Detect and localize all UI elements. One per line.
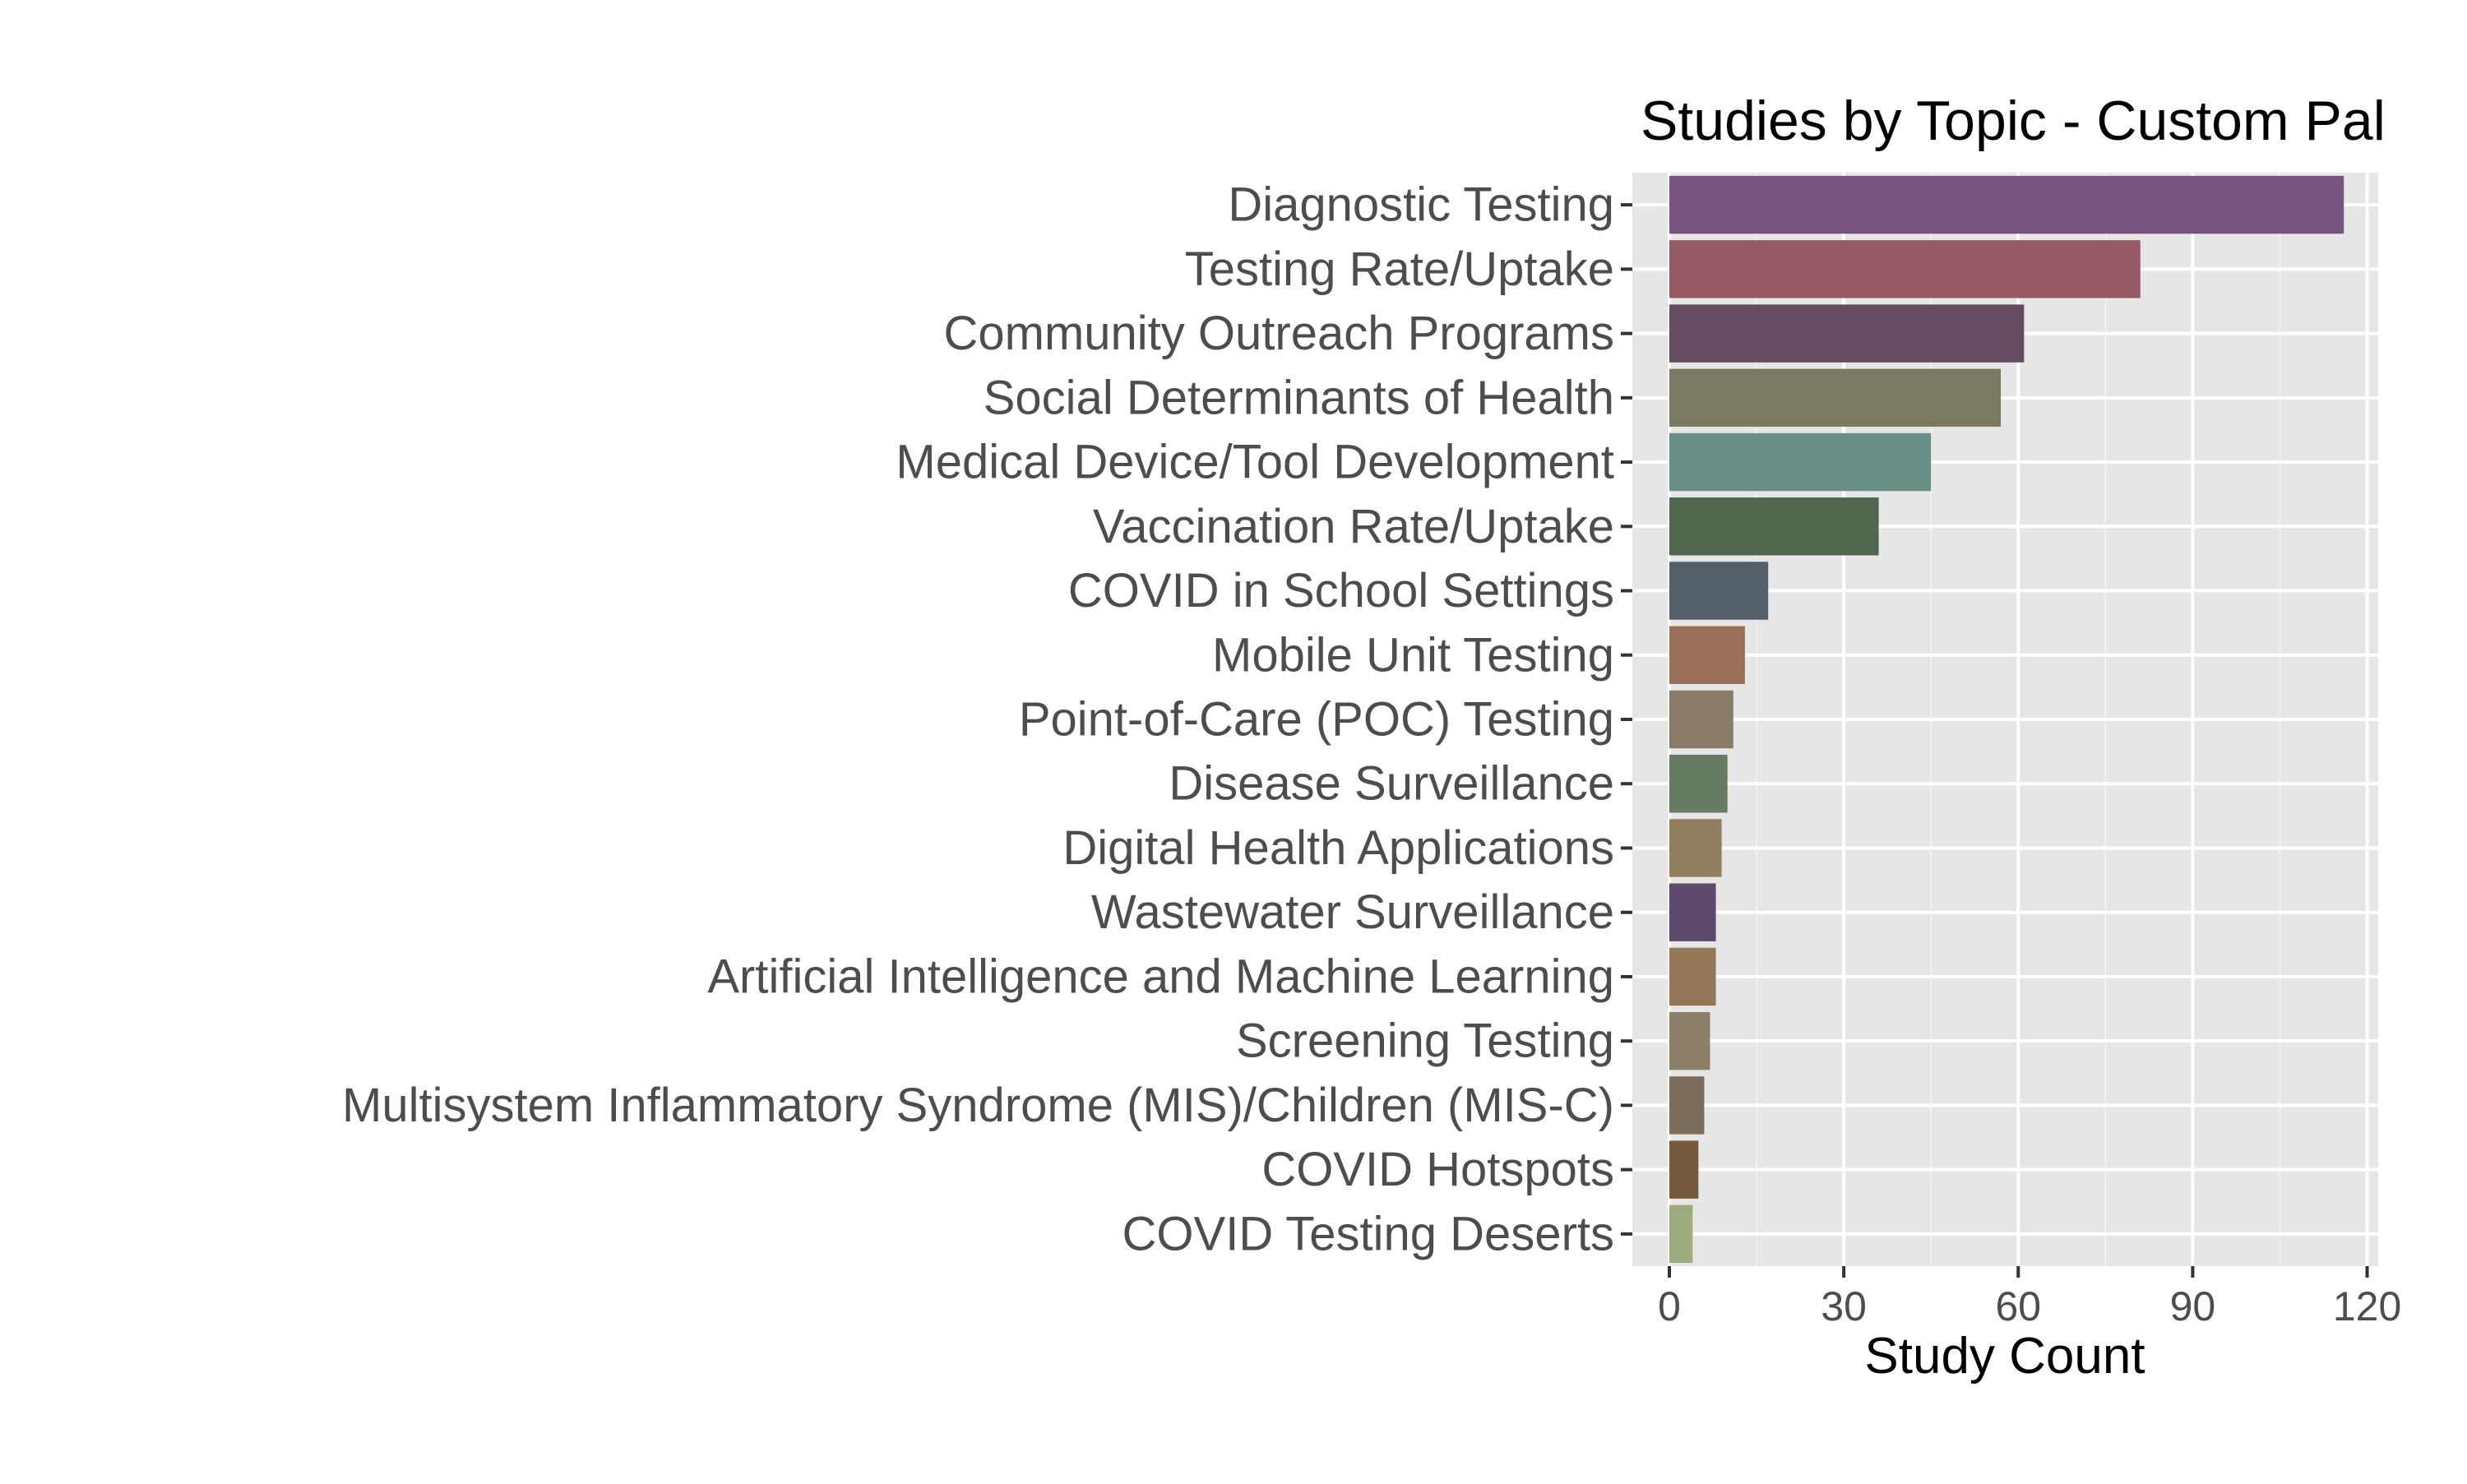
chart-title: Studies by Topic - Custom Pal bbox=[1641, 90, 2386, 152]
category-label: Social Determinants of Health bbox=[984, 371, 1614, 424]
bar bbox=[1669, 947, 1716, 1006]
bar bbox=[1669, 626, 1745, 684]
x-tick-label: 30 bbox=[1821, 1283, 1867, 1329]
category-label: COVID Testing Deserts bbox=[1122, 1207, 1614, 1260]
category-label: Screening Testing bbox=[1236, 1015, 1614, 1068]
x-tick-label: 90 bbox=[2170, 1283, 2216, 1329]
category-label: COVID in School Settings bbox=[1068, 564, 1614, 617]
category-label: Medical Device/Tool Development bbox=[896, 436, 1614, 489]
category-label: Multisystem Inflammatory Syndrome (MIS)/… bbox=[342, 1079, 1614, 1132]
category-label: Artificial Intelligence and Machine Lear… bbox=[707, 950, 1614, 1003]
category-label: Vaccination Rate/Uptake bbox=[1093, 500, 1614, 553]
x-axis-title: Study Count bbox=[1864, 1328, 2145, 1385]
x-tick-label: 120 bbox=[2333, 1283, 2401, 1329]
bar bbox=[1669, 690, 1733, 749]
category-label: Diagnostic Testing bbox=[1228, 178, 1614, 232]
category-label: Point-of-Care (POC) Testing bbox=[1019, 693, 1614, 747]
bar bbox=[1669, 304, 2025, 363]
bar bbox=[1669, 497, 1879, 556]
category-label: Digital Health Applications bbox=[1062, 821, 1614, 875]
category-label: Disease Surveillance bbox=[1169, 757, 1614, 811]
bar bbox=[1669, 755, 1728, 813]
bar bbox=[1669, 432, 1932, 492]
bar bbox=[1669, 1140, 1699, 1199]
category-label: Community Outreach Programs bbox=[944, 307, 1614, 360]
bar bbox=[1669, 1011, 1710, 1070]
bars bbox=[1669, 175, 2344, 1264]
bar bbox=[1669, 240, 2141, 298]
y-axis: Diagnostic Testing Testing Rate/Uptake Com… bbox=[342, 178, 1632, 1260]
category-label: Testing Rate/Uptake bbox=[1185, 243, 1614, 296]
x-tick-label: 0 bbox=[1658, 1283, 1681, 1329]
bar bbox=[1669, 1076, 1705, 1135]
bar bbox=[1669, 368, 2002, 428]
bar bbox=[1669, 562, 1769, 620]
category-label: Mobile Unit Testing bbox=[1212, 628, 1614, 682]
category-label: COVID Hotspots bbox=[1261, 1143, 1614, 1196]
bar bbox=[1669, 819, 1722, 877]
bar bbox=[1669, 175, 2344, 234]
bar bbox=[1669, 883, 1716, 941]
x-axis: 0 30 60 90 120 bbox=[1658, 1266, 2401, 1329]
bar bbox=[1669, 1204, 1693, 1264]
category-label: Wastewater Surveillance bbox=[1091, 885, 1614, 939]
x-tick-label: 60 bbox=[1995, 1283, 2041, 1329]
